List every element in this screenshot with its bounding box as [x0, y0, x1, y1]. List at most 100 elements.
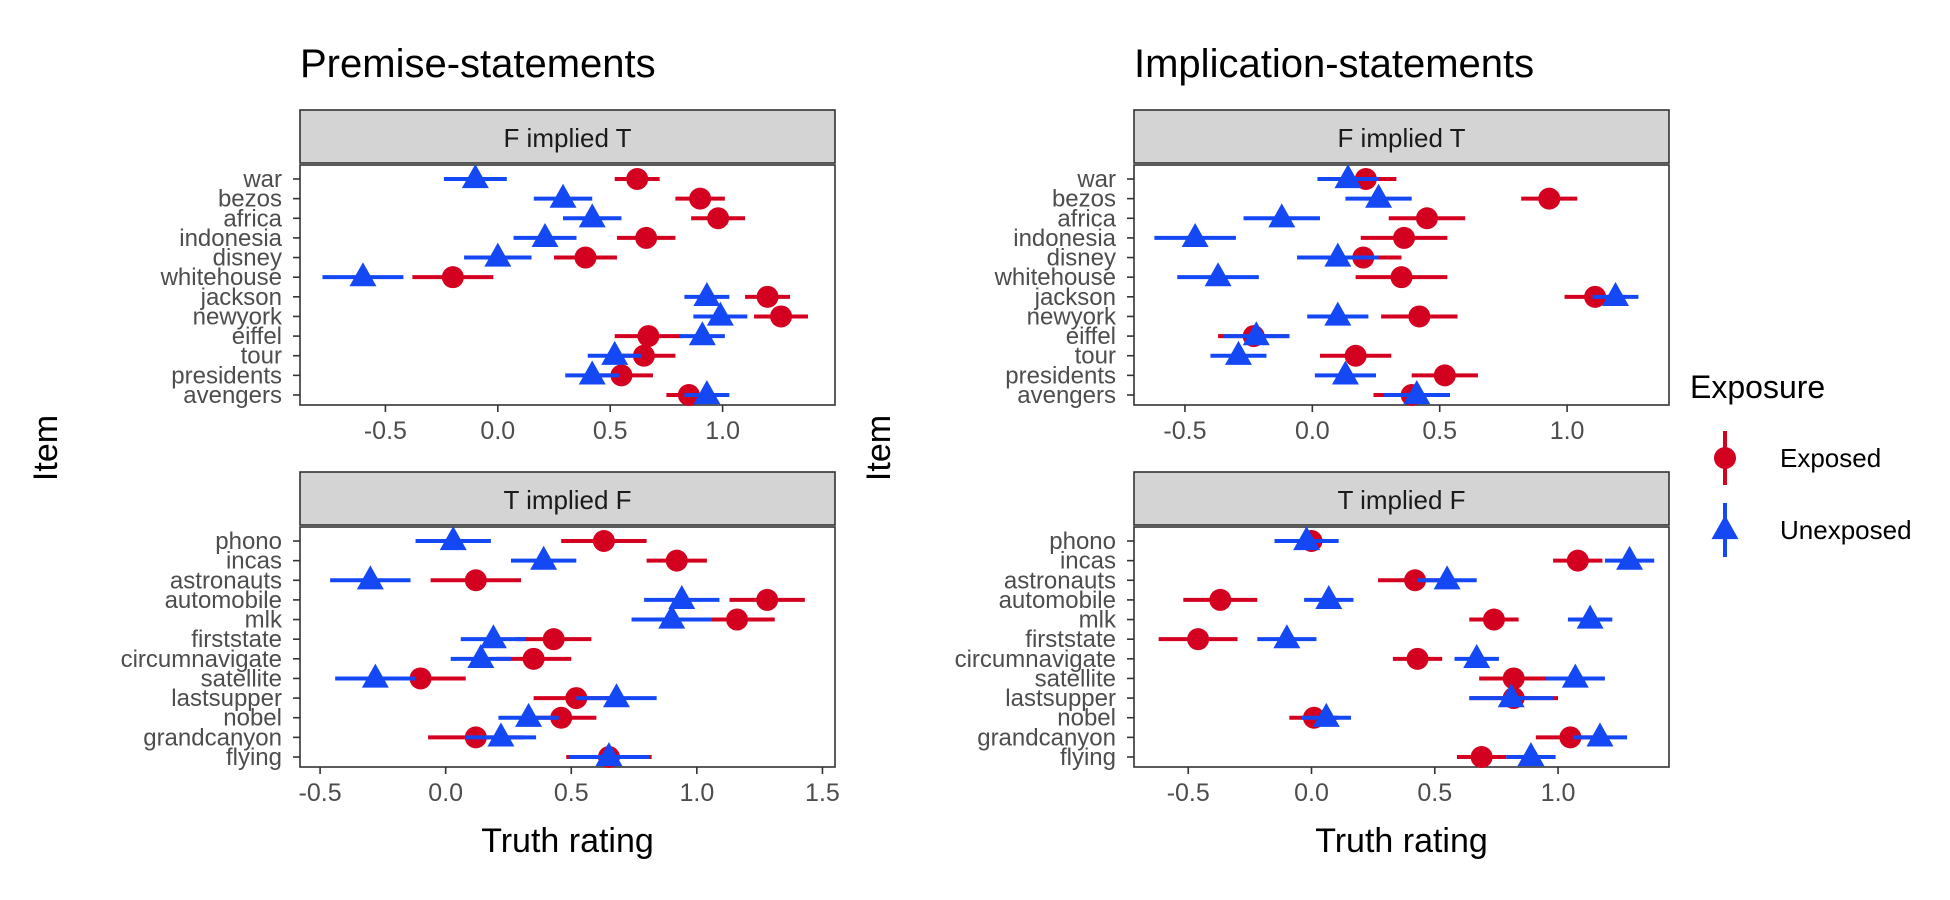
y-tick-label: newyork	[1027, 303, 1117, 330]
y-tick-label: mlk	[1079, 607, 1117, 634]
chart-panel: Premise-statements F implied T warbezosafr…	[27, 42, 836, 481]
y-axis-title: Item	[27, 415, 65, 481]
exposed-point	[1404, 569, 1427, 592]
unexposed-point	[693, 380, 721, 405]
y-tick-label: disney	[1047, 245, 1116, 272]
y-tick-label: bezos	[218, 186, 282, 213]
y-tick-label: jackson	[200, 284, 282, 311]
unexposed-point	[1181, 223, 1209, 248]
y-tick-label: incas	[1060, 548, 1116, 575]
exposed-point	[610, 364, 633, 387]
unexposed-point	[1224, 340, 1252, 365]
unexposed-point	[479, 624, 507, 649]
x-tick-label: 1.0	[1541, 779, 1576, 807]
y-tick-label: firststate	[1025, 626, 1116, 653]
x-tick-label: 0.5	[593, 417, 628, 445]
unexposed-point	[688, 321, 716, 346]
exposed-point	[689, 187, 712, 210]
y-tick-label: phono	[1049, 528, 1116, 555]
y-tick-label: presidents	[171, 362, 282, 389]
y-tick-label: avengers	[183, 382, 282, 409]
exposed-point	[635, 226, 658, 249]
facet-strip-label: F implied T	[503, 123, 631, 153]
y-tick-label: circumnavigate	[955, 646, 1116, 673]
chart-title: Implication-statements	[1134, 42, 1534, 86]
y-tick-label: grandcanyon	[977, 724, 1116, 751]
unexposed-point	[1365, 183, 1393, 208]
exposed-point	[1415, 207, 1438, 230]
x-tick-label: 0.0	[1295, 417, 1330, 445]
unexposed-point	[1315, 585, 1343, 610]
facet-strip	[1133, 471, 1670, 526]
x-tick-label: 1.0	[705, 417, 740, 445]
y-tick-label: lastsupper	[171, 685, 282, 712]
unexposed-point	[578, 360, 606, 385]
unexposed-point	[1331, 360, 1359, 385]
unexposed-point	[1324, 242, 1352, 267]
y-tick-label: africa	[1057, 205, 1116, 232]
y-axis-title: Item	[860, 415, 898, 481]
unexposed-point	[658, 604, 686, 629]
x-tick-label: 1.0	[1550, 417, 1585, 445]
y-tick-label: circumnavigate	[121, 646, 282, 673]
x-tick-label: 0.0	[1294, 779, 1329, 807]
unexposed-point	[1324, 301, 1352, 326]
exposed-point	[1344, 344, 1367, 367]
unexposed-point	[601, 340, 629, 365]
exposed-point	[409, 667, 432, 690]
y-tick-label: newyork	[193, 303, 283, 330]
unexposed-point	[487, 722, 515, 747]
y-tick-label: disney	[213, 245, 282, 272]
exposed-point	[1393, 226, 1416, 249]
exposed-point	[522, 647, 545, 670]
unexposed-point	[1463, 643, 1491, 668]
y-tick-label: satellite	[1035, 665, 1116, 692]
legend-label: Unexposed	[1780, 515, 1912, 545]
exposed-point	[1433, 364, 1456, 387]
unexposed-point	[1403, 380, 1431, 405]
y-tick-label: lastsupper	[1005, 685, 1116, 712]
y-tick-label: avengers	[1017, 382, 1116, 409]
unexposed-point	[1268, 203, 1296, 228]
chart-title: Premise-statements	[300, 42, 656, 86]
unexposed-point	[1242, 321, 1270, 346]
unexposed-point	[467, 643, 495, 668]
exposed-point	[756, 285, 779, 308]
exposed-point	[441, 266, 464, 289]
legend-title: Exposure	[1690, 369, 1825, 405]
x-tick-label: -0.5	[299, 779, 342, 807]
exposed-point	[707, 207, 730, 230]
y-tick-label: whitehouse	[994, 264, 1116, 291]
y-tick-label: nobel	[1057, 705, 1116, 732]
unexposed-point	[668, 585, 696, 610]
exposed-point	[1187, 628, 1210, 651]
exposed-point	[550, 706, 573, 729]
unexposed-point	[439, 526, 467, 551]
exposed-point	[637, 325, 660, 348]
unexposed-point	[1312, 702, 1340, 727]
y-tick-label: africa	[223, 205, 282, 232]
x-tick-label: -0.5	[1167, 779, 1210, 807]
x-tick-label: 0.5	[1417, 779, 1452, 807]
x-tick-label: 1.0	[679, 779, 714, 807]
y-tick-label: war	[1076, 166, 1116, 193]
exposed-point	[592, 530, 615, 552]
y-tick-label: phono	[215, 528, 282, 555]
unexposed-point	[515, 702, 543, 727]
x-tick-label: 0.5	[554, 779, 589, 807]
exposed-point	[1390, 266, 1413, 289]
legend-circle-icon	[1714, 447, 1736, 469]
legend-triangle-icon	[1711, 515, 1739, 540]
y-tick-label: war	[242, 166, 282, 193]
facet-strip-label: T implied F	[503, 485, 631, 515]
y-tick-label: automobile	[999, 587, 1116, 614]
y-tick-label: eiffel	[232, 323, 282, 350]
unexposed-point	[484, 242, 512, 267]
y-tick-label: eiffel	[1066, 323, 1116, 350]
y-tick-label: nobel	[223, 705, 282, 732]
exposed-point	[1566, 549, 1589, 572]
exposed-point	[1209, 588, 1232, 611]
facet-strip	[1133, 109, 1670, 164]
y-tick-label: bezos	[1052, 186, 1116, 213]
unexposed-point	[1293, 526, 1321, 551]
